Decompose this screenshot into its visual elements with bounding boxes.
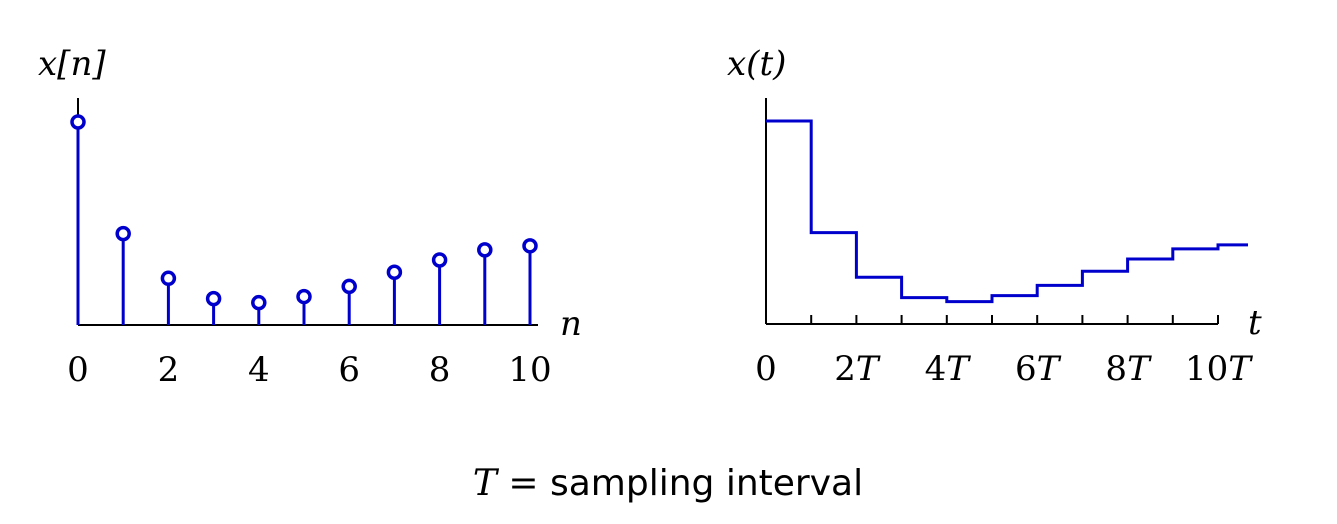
caption-variable: T [473, 463, 500, 504]
step-ticks: 0 2T 4T 6T 8T 10T [755, 315, 1253, 389]
caption-text: sampling interval [550, 463, 863, 504]
step-xlabel: t [1248, 303, 1262, 343]
stem-tick-label: 8 [429, 350, 451, 390]
stem-point [522, 238, 538, 254]
stem-point [70, 114, 86, 130]
step-series-line [766, 119, 1248, 304]
stem-marks [70, 114, 538, 325]
step-tick-label: 0 [755, 349, 777, 389]
step-tick-label: 6T [1015, 349, 1062, 389]
stem-point [160, 270, 177, 287]
stem-ticks: 0 2 4 6 8 10 [67, 350, 551, 390]
step-tick-label: 4T [925, 349, 972, 389]
caption-equals: = [497, 463, 550, 504]
step-ylabel: x(t) [727, 44, 786, 84]
step-tick-label: 8T [1105, 349, 1152, 389]
stem-point [205, 290, 222, 307]
stem-point [386, 264, 403, 280]
stem-ylabel: x[n] [38, 44, 106, 84]
stem-tick-label: 0 [67, 350, 89, 390]
stem-tick-label: 4 [248, 350, 270, 390]
stem-tick-label: 6 [338, 350, 360, 390]
stem-point [296, 288, 312, 305]
stem-point [251, 294, 267, 311]
caption: T = sampling interval [473, 463, 863, 504]
stem-point [115, 225, 131, 242]
stem-chart: x[n] n 0 2 4 6 8 10 [38, 44, 582, 390]
stem-point [431, 252, 448, 268]
stem-tick-label: 10 [508, 350, 551, 390]
stem-tick-label: 2 [158, 350, 180, 390]
step-tick-label: 2T [834, 349, 881, 389]
step-tick-label: 10T [1185, 349, 1253, 389]
step-chart: x(t) t 0 2T 4T 6T 8T 10T [727, 44, 1262, 389]
stem-point [477, 242, 493, 258]
stem-xlabel: n [560, 304, 582, 344]
stem-point [341, 278, 357, 295]
